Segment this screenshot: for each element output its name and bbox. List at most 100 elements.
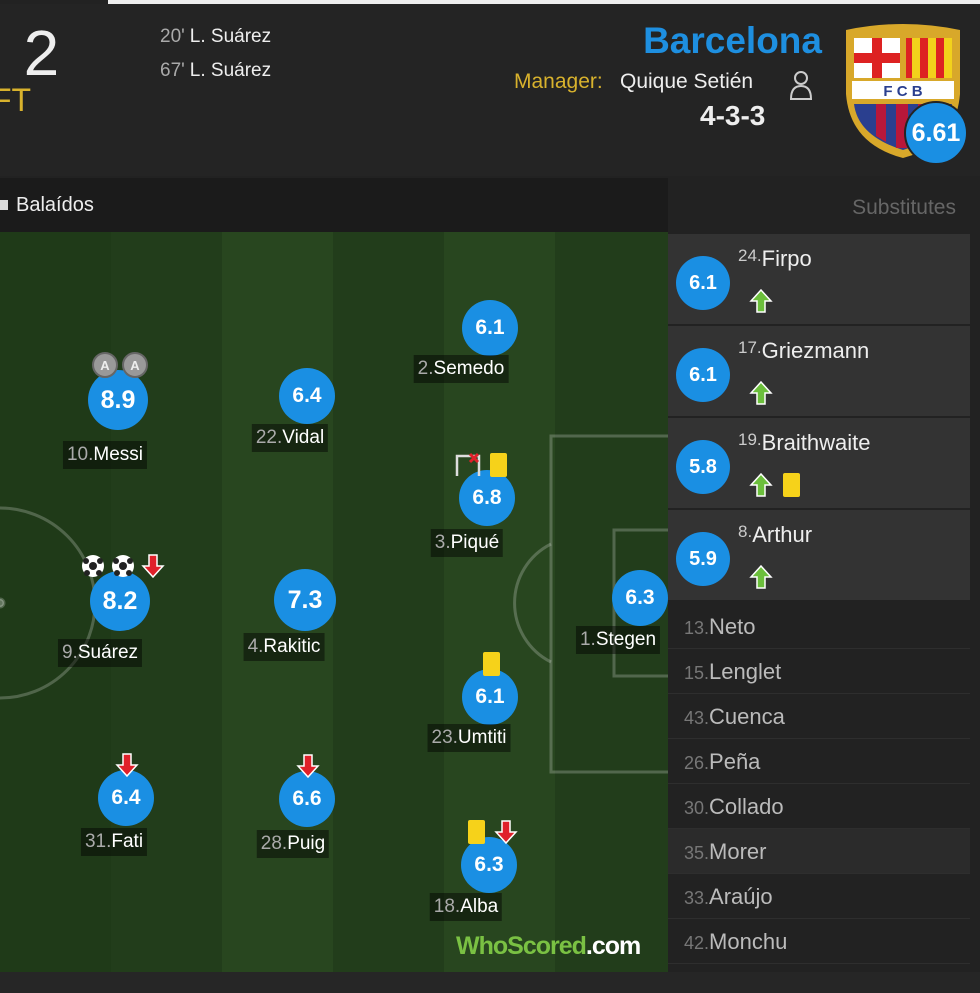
- player-rating: 6.1: [462, 300, 518, 356]
- sub-off-glyph: [494, 820, 518, 845]
- sub-off-glyph: [115, 753, 139, 778]
- bench-row: 33.Araújo: [668, 874, 970, 919]
- sub-on-glyph: [749, 472, 773, 497]
- bench-name: Lenglet: [709, 659, 782, 684]
- status: FT: [0, 82, 32, 118]
- header: : 2 FT Manager: Quique Setién Barcelona …: [0, 4, 980, 176]
- bench-number: 43.: [684, 708, 710, 728]
- sub-rating: 6.1: [676, 256, 730, 310]
- bench-name: Morer: [709, 839, 767, 864]
- sub-on-icon: [748, 288, 774, 314]
- yellow-glyph: [468, 820, 485, 844]
- player-name: Fati: [111, 831, 144, 852]
- manager: Quique Setién: [620, 70, 754, 93]
- player-number: 9.: [61, 642, 78, 663]
- player-number: 18.: [433, 896, 461, 917]
- goal-icon: [80, 553, 106, 579]
- player-number: 4.: [247, 636, 264, 657]
- sub-off-icon: [114, 752, 140, 778]
- player-name: Piqué: [450, 532, 500, 553]
- assist-icon: A: [122, 352, 148, 378]
- sub-name: Braithwaite: [761, 430, 871, 455]
- sub-number: 19.: [738, 430, 762, 449]
- bench-name: Araújo: [709, 884, 773, 909]
- watermark-who: WhoScored: [456, 932, 587, 960]
- yellow-icon: [485, 452, 511, 478]
- sub-on-glyph: [749, 564, 773, 589]
- own-goal-icon: [455, 452, 481, 478]
- bench-row: 30.Collado: [668, 784, 970, 829]
- substitutes-list: 6.1 24.Firpo 6.1 17.Griezmann 5.8 19.Braithwa…: [668, 234, 970, 972]
- sub-on-glyph: [749, 288, 773, 313]
- player-label: 9.Suárez: [57, 639, 143, 667]
- yellow-icon: [778, 472, 804, 498]
- bench-name: Peña: [709, 749, 761, 774]
- yellow-icon: [478, 651, 504, 677]
- sub-rating: 6.1: [676, 348, 730, 402]
- player-label: 4.Rakitic: [243, 633, 325, 661]
- goal-minute: 67': [160, 60, 185, 81]
- player-label: 23.Umtiti: [427, 724, 511, 752]
- player-label: 18.Alba: [429, 893, 503, 921]
- sub-row: 6.1 24.Firpo: [668, 234, 970, 324]
- sub-number: 24.: [738, 246, 762, 265]
- player-label: 1.Stegen: [575, 626, 661, 654]
- player-rating: 6.4: [279, 368, 335, 424]
- bench-number: 30.: [684, 798, 710, 818]
- team-name: Barcelona: [643, 20, 822, 61]
- sub-name-line: 24.Firpo: [738, 246, 812, 272]
- player-name: Rakitic: [263, 636, 321, 657]
- venue: Balaídos: [16, 194, 94, 216]
- player-rating: 7.3: [274, 569, 336, 631]
- sub-number: 8.: [738, 522, 753, 541]
- sub-rating: 5.8: [676, 440, 730, 494]
- score: : 2: [0, 17, 60, 89]
- player-rating: 6.6: [279, 771, 335, 827]
- player-name: Umtiti: [457, 727, 507, 748]
- yellow-glyph: [783, 473, 800, 497]
- sub-row: 5.8 19.Braithwaite: [668, 418, 970, 508]
- bench-row: 13.Neto: [668, 604, 970, 649]
- player-number: 10.: [66, 444, 94, 465]
- player-rating: 6.3: [612, 570, 668, 626]
- player-name: Messi: [93, 444, 144, 465]
- sub-off-icon: [295, 753, 321, 779]
- bench-name: Collado: [709, 794, 784, 819]
- yellow-glyph: [483, 652, 500, 676]
- bench-row: 35.Morer: [668, 829, 970, 874]
- player-number: 28.: [260, 833, 288, 854]
- top-line: [108, 0, 980, 4]
- yellow-icon: [463, 819, 489, 845]
- manager-icon: [789, 71, 813, 100]
- player-rating: 6.3: [461, 837, 517, 893]
- sub-number: 17.: [738, 338, 762, 357]
- venue-bar: Balaídos: [0, 178, 668, 232]
- sub-row: 6.1 17.Griezmann: [668, 326, 970, 416]
- own-goal-glyph: [455, 452, 481, 476]
- bench-number: 13.: [684, 618, 710, 638]
- player-rating: 6.8: [459, 470, 515, 526]
- assist-icon: A: [92, 352, 118, 378]
- sub-on-icon: [748, 380, 774, 406]
- yellow-glyph: [490, 453, 507, 477]
- watermark: WhoScored.com: [456, 932, 641, 961]
- goal-glyph: [112, 555, 134, 577]
- player-number: 23.: [431, 727, 458, 748]
- sub-on-glyph: [749, 380, 773, 405]
- sub-name: Firpo: [761, 246, 812, 271]
- player-name: Vidal: [282, 427, 325, 448]
- goal-row: 20' L. Suárez: [160, 26, 271, 48]
- player-name: Suárez: [77, 642, 139, 663]
- goal-glyph: [82, 555, 104, 577]
- players-layer: 8.9 10.Messi A A 6.4 22.Vidal 6.1 2.Semedo 6.8 3.…: [57, 300, 668, 921]
- player-number: 1.: [579, 629, 596, 650]
- player-rating: 8.9: [88, 370, 148, 430]
- bench-number: 15.: [684, 663, 710, 683]
- formation: 4-3-3: [700, 100, 766, 131]
- goal-row: 67' L. Suárez: [160, 60, 271, 82]
- bench-row: 42.Monchu: [668, 919, 970, 964]
- player-name: Puig: [287, 833, 326, 854]
- sub-off-glyph: [296, 754, 320, 779]
- subs-title: Substitutes: [852, 196, 956, 219]
- player-label: 31.Fati: [80, 828, 148, 856]
